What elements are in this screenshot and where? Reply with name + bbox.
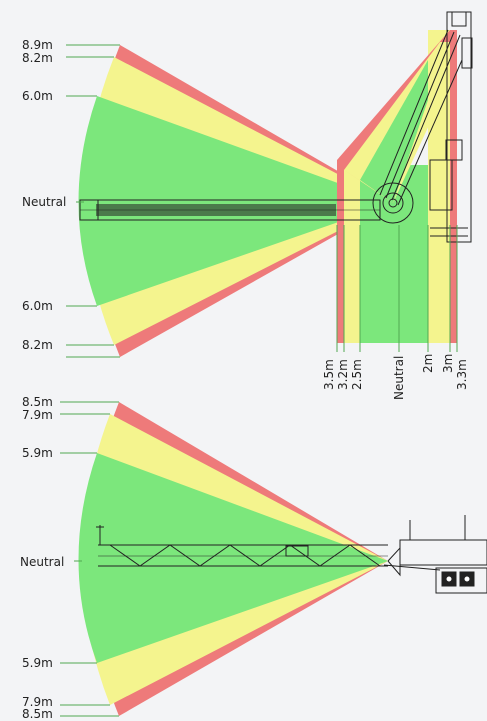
top-bottom-leaders: [336, 225, 458, 352]
top-label-3m: 3m: [441, 354, 455, 373]
bottom-label-neutral: Neutral: [20, 555, 64, 569]
top-band-red-right: [450, 30, 457, 343]
top-label-6-0m-lower: 6.0m: [22, 299, 53, 313]
top-label-3-5m: 3.5m: [322, 359, 336, 390]
bottom-label-5-9m-lower: 5.9m: [22, 656, 53, 670]
top-crane-body: [372, 11, 473, 243]
top-label-8-9m: 8.9m: [22, 38, 53, 52]
bottom-fan-safe-zone: [78, 453, 388, 663]
top-label-2m: 2m: [421, 354, 435, 373]
top-label-3-3m: 3.3m: [455, 359, 469, 390]
top-boom: [79, 199, 381, 221]
top-upper-fan-green: [360, 60, 428, 203]
top-band-red-left: [337, 165, 344, 343]
bottom-boom: [96, 525, 388, 567]
bottom-label-7-9m-lower: 7.9m: [22, 695, 53, 709]
top-side-view: 8.9m 8.2m 6.0m Neutral 6.0m 8.2m 3.5m 3.…: [22, 11, 473, 400]
bottom-crane-body: [383, 515, 487, 594]
bottom-label-8-5m-lower: 8.5m: [22, 707, 53, 721]
bottom-label-7-9m: 7.9m: [22, 408, 53, 422]
top-band-yellow-left: [344, 165, 360, 343]
top-label-8-2m: 8.2m: [22, 51, 53, 65]
bottom-top-view: 8.5m 7.9m 5.9m Neutral 5.9m 7.9m 8.5m: [20, 395, 487, 721]
top-label-2-5m: 2.5m: [350, 359, 364, 390]
top-left-leaders: [66, 44, 120, 358]
bottom-left-leaders: [60, 401, 119, 717]
top-label-8-2m-lower: 8.2m: [22, 338, 53, 352]
top-fan-safe-zone: [78, 96, 393, 306]
top-label-neutral: Neutral: [22, 195, 66, 209]
top-label-3-2m: 3.2m: [336, 359, 350, 390]
top-label-neutral-bottom: Neutral: [392, 356, 406, 400]
top-label-6-0m: 6.0m: [22, 89, 53, 103]
bottom-label-5-9m: 5.9m: [22, 446, 53, 460]
bottom-label-8-5m: 8.5m: [22, 395, 53, 409]
